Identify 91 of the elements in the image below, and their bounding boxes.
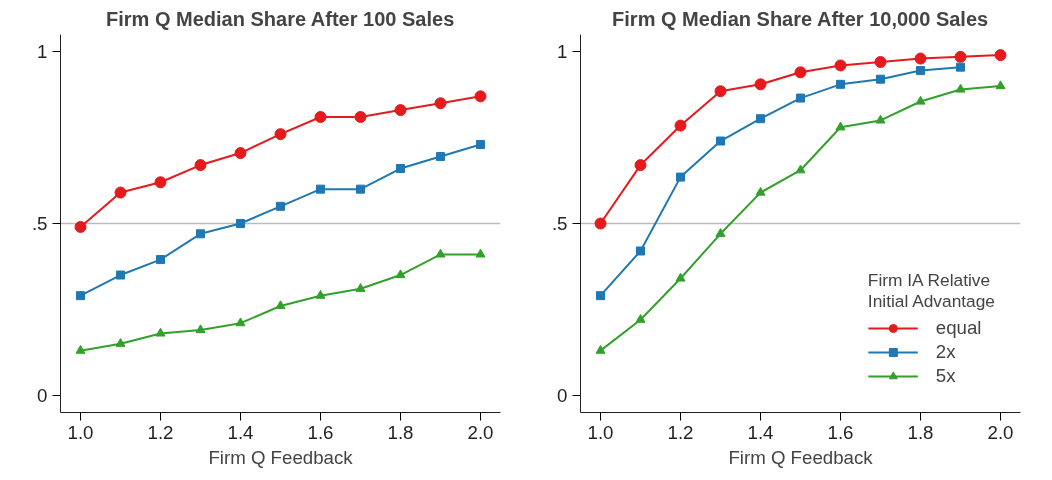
- x-axis-title: Firm Q Feedback: [208, 446, 354, 468]
- point: [195, 324, 206, 334]
- point: [315, 289, 326, 299]
- point: [756, 114, 765, 124]
- point: [796, 93, 805, 103]
- point: [916, 66, 925, 76]
- point: [155, 327, 166, 337]
- point: [875, 114, 886, 124]
- x-tick-label: 1.4: [747, 421, 774, 443]
- point: [274, 128, 287, 141]
- x-tick-label: 1.0: [67, 421, 94, 443]
- y-tick-label: 1: [37, 41, 48, 63]
- point: [76, 291, 85, 301]
- x-tick-label: 1.6: [307, 421, 334, 443]
- point: [114, 186, 127, 199]
- point: [836, 79, 845, 89]
- point: [874, 56, 887, 68]
- y-tick-label: 0: [37, 384, 48, 406]
- point: [676, 172, 685, 182]
- point: [995, 80, 1006, 90]
- point: [794, 66, 807, 79]
- point: [636, 246, 645, 256]
- point: [234, 147, 247, 160]
- point: [594, 217, 607, 230]
- y-tick-label: .5: [551, 213, 568, 234]
- point: [394, 104, 407, 117]
- point: [275, 300, 286, 310]
- x-tick-label: 1.6: [827, 421, 854, 443]
- point: [954, 50, 967, 63]
- point: [435, 248, 446, 258]
- point: [716, 136, 725, 146]
- point: [196, 229, 205, 239]
- point: [355, 283, 366, 292]
- point: [914, 52, 927, 65]
- point: [956, 62, 965, 72]
- point: [596, 291, 605, 301]
- point: [116, 270, 125, 280]
- x-tick-label: 1.8: [907, 421, 934, 443]
- x-tick-label: 1.2: [667, 421, 694, 443]
- legend-label: 5x: [935, 365, 956, 387]
- x-tick-label: 2.0: [467, 421, 494, 443]
- point: [834, 59, 847, 72]
- point: [395, 269, 406, 279]
- point: [75, 344, 86, 354]
- point: [74, 220, 87, 233]
- point: [635, 314, 646, 323]
- legend-label: 2x: [935, 341, 956, 363]
- point: [235, 317, 246, 327]
- point: [354, 110, 367, 123]
- point: [396, 164, 405, 174]
- y-tick-label: 0: [557, 384, 568, 406]
- point: [955, 83, 966, 93]
- legend-label: equal: [935, 317, 982, 339]
- point: [675, 272, 686, 282]
- x-axis-title: Firm Q Feedback: [728, 446, 874, 468]
- chart-title: Firm Q Median Share After 10,000 Sales: [612, 7, 989, 30]
- y-tick-label: 1: [557, 41, 568, 63]
- point: [154, 176, 167, 189]
- chart-title: Firm Q Median Share After 100 Sales: [105, 7, 455, 30]
- point: [714, 85, 727, 98]
- point: [755, 186, 766, 196]
- point: [434, 97, 447, 110]
- point: [236, 219, 245, 228]
- point: [994, 49, 1007, 62]
- point: [474, 90, 487, 103]
- point: [356, 184, 365, 194]
- point: [476, 139, 485, 149]
- point: [715, 228, 726, 237]
- point: [634, 159, 647, 172]
- point: [915, 95, 926, 105]
- x-tick-label: 1.2: [147, 421, 174, 443]
- point: [276, 201, 285, 211]
- y-tick-label: .5: [31, 213, 48, 234]
- x-tick-label: 1.4: [227, 421, 254, 443]
- point: [595, 344, 606, 354]
- point: [754, 78, 767, 91]
- point: [314, 110, 327, 123]
- x-tick-label: 2.0: [987, 421, 1014, 443]
- point: [475, 248, 486, 258]
- point: [795, 164, 806, 174]
- legend-title: Firm IA Relative Initial Advantage: [867, 270, 995, 312]
- point: [156, 255, 165, 265]
- point: [316, 184, 325, 194]
- point: [674, 119, 687, 132]
- point: [115, 338, 126, 347]
- x-tick-label: 1.0: [587, 421, 614, 443]
- point: [436, 151, 445, 161]
- point: [876, 74, 885, 84]
- x-tick-label: 1.8: [387, 421, 414, 443]
- point: [194, 159, 207, 172]
- point: [835, 121, 846, 131]
